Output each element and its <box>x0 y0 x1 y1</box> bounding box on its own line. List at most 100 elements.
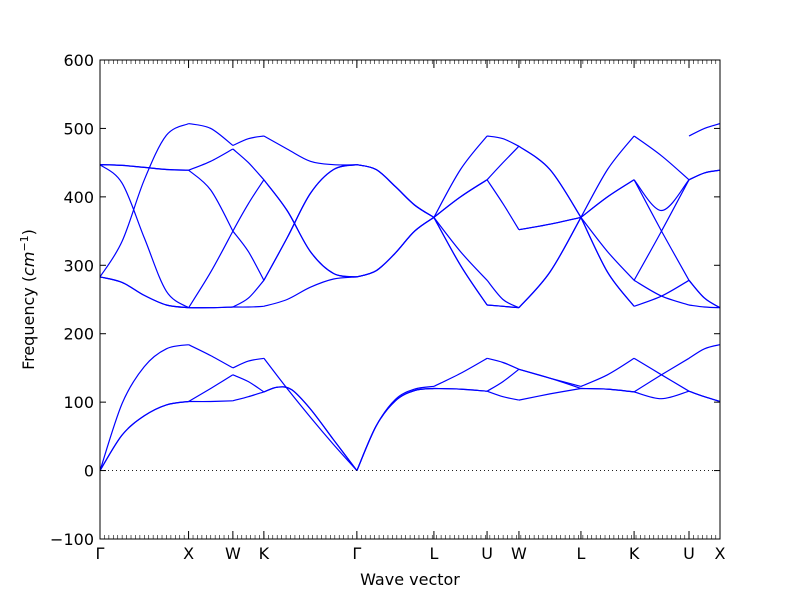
band-line-seg10-b8 <box>688 123 721 137</box>
band-line-seg0-b0 <box>99 400 189 471</box>
band-line-seg0-b4 <box>99 276 189 309</box>
band-line-seg0-b5 <box>99 276 189 309</box>
band-line-seg8-b7 <box>580 135 635 218</box>
x-tick-label: X <box>715 544 726 563</box>
band-line-seg2-b4 <box>232 230 265 281</box>
band-line-seg6-b1 <box>486 390 520 401</box>
x-axis-label: Wave vector <box>360 570 460 589</box>
band-line-seg1-b1 <box>188 374 234 403</box>
band-line-seg3-b0 <box>263 386 358 471</box>
y-tick-label: 400 <box>63 188 94 207</box>
y-tick-label: 200 <box>63 325 94 344</box>
y-axis-label-prefix: Frequency ( <box>19 276 38 370</box>
x-tick-label: L <box>576 544 585 563</box>
band-line-seg0-b3 <box>99 164 189 309</box>
x-tick-label: L <box>429 544 438 563</box>
band-line-seg4-b1 <box>356 387 434 471</box>
band-line-seg5-b8 <box>433 217 488 306</box>
y-axis-label-unit: cm <box>19 252 38 276</box>
band-line-seg4-b2 <box>356 385 434 471</box>
band-line-seg6-b2 <box>486 357 520 370</box>
x-tick-label: K <box>259 544 270 563</box>
band-line-seg7-b4 <box>518 217 582 309</box>
band-line-seg8-b8 <box>580 217 635 307</box>
band-line-seg5-b1 <box>433 387 488 392</box>
y-tick-label: 100 <box>63 393 94 412</box>
band-line-seg4-b5 <box>356 164 435 218</box>
x-tick-label: W <box>225 544 241 563</box>
x-tick-label: X <box>183 544 194 563</box>
band-line-seg3-b5 <box>263 164 358 281</box>
band-line-seg8-b0 <box>580 357 635 387</box>
band-line-seg9-b8 <box>633 179 690 281</box>
band-line-seg10-b6 <box>688 169 721 181</box>
band-line-seg1-b7 <box>188 123 234 146</box>
band-line-seg2-b5 <box>232 179 265 232</box>
band-line-seg3-b3 <box>263 276 357 307</box>
band-line-seg3-b7 <box>263 135 357 166</box>
y-tick-label: −100 <box>50 530 94 549</box>
band-line-seg9-b4 <box>633 279 690 306</box>
y-tick-label: 300 <box>63 256 94 275</box>
band-line-seg10-b4 <box>688 304 721 309</box>
band-line-seg4-b3 <box>356 216 435 278</box>
band-line-seg10-b1 <box>688 390 721 403</box>
band-line-seg8-b6 <box>580 179 635 218</box>
band-line-seg3-b4 <box>263 164 358 281</box>
x-tick-label: U <box>481 544 493 563</box>
band-line-seg2-b0 <box>232 391 265 402</box>
band-line-seg1-b4 <box>188 230 234 309</box>
band-line-seg2-b6 <box>232 148 265 181</box>
y-tick-label: 0 <box>84 462 94 481</box>
x-tick-label: K <box>629 544 640 563</box>
band-line-seg5-b7 <box>433 135 488 218</box>
y-axis-label-suffix: ) <box>19 229 38 235</box>
band-line-seg5-b4 <box>433 217 488 281</box>
band-line-seg5-b3 <box>433 217 488 306</box>
band-line-seg10-b2 <box>688 344 721 359</box>
y-axis-label: Frequency (cm−1) <box>18 229 38 370</box>
y-axis: −100 0 100 200 300 400 500 600 <box>50 51 720 549</box>
band-line-seg6-b5 <box>486 179 520 231</box>
band-line-seg6-b6 <box>486 145 520 181</box>
band-line-seg1-b6 <box>188 148 234 171</box>
band-line-seg0-b8 <box>99 164 189 171</box>
band-line-seg3-b2 <box>263 357 358 471</box>
band-line-seg8-b3 <box>580 217 635 307</box>
band-line-seg4-b4 <box>356 216 435 278</box>
band-line-seg9-b7 <box>633 135 690 181</box>
band-line-seg4-b7 <box>356 164 435 218</box>
band-line-seg10-b5 <box>688 279 721 309</box>
band-line-seg6-b7 <box>487 135 520 147</box>
y-axis-label-exponent: −1 <box>18 235 31 251</box>
band-line-seg2-b8 <box>232 279 265 308</box>
x-tick-label: W <box>511 544 527 563</box>
band-line-seg5-b2 <box>433 357 488 387</box>
band-line-seg7-b8 <box>518 145 582 218</box>
band-line-seg8-b2 <box>580 387 635 393</box>
minor-ticks <box>99 60 717 539</box>
x-tick-label: U <box>683 544 695 563</box>
band-line-seg2-b1 <box>232 374 265 393</box>
band-line-seg0-b6 <box>99 123 189 278</box>
y-tick-label: 500 <box>63 119 94 138</box>
band-line-seg1-b8 <box>188 306 233 309</box>
band-line-seg7-b1 <box>518 387 582 401</box>
x-tick-label: Γ <box>352 544 361 563</box>
band-line-seg6-b8 <box>487 304 519 309</box>
band-line-seg2-b2 <box>232 357 265 369</box>
band-line-seg7-b2 <box>518 368 582 390</box>
band-line-seg1-b0 <box>188 400 233 403</box>
band-line-seg6-b0 <box>486 368 520 392</box>
band-line-seg7-b6 <box>518 216 582 231</box>
band-line-seg2-b3 <box>232 305 264 308</box>
band-line-seg8-b4 <box>580 217 635 281</box>
band-lines <box>99 123 721 471</box>
band-line-seg2-b7 <box>232 135 264 147</box>
band-line-seg1-b2 <box>188 344 234 369</box>
band-line-seg7-b3 <box>518 217 582 309</box>
plot-frame <box>99 59 721 540</box>
band-line-seg10-b3 <box>688 279 721 309</box>
